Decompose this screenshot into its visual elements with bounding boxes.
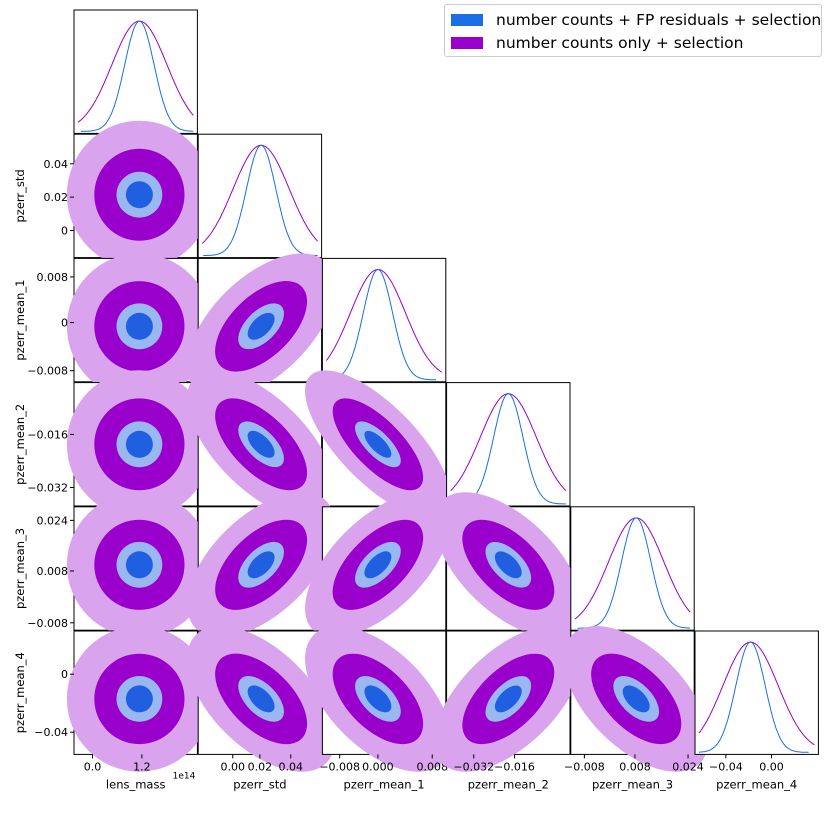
- y-axis-label-pzerr_mean_2: pzerr_mean_2: [13, 404, 27, 485]
- x-tick-label: −0.008: [319, 760, 360, 773]
- marginal-curve-fp: [80, 20, 194, 132]
- panel-pzerr_mean_4-vs-pzerr_mean_1: −0.008 0.000 0.008 pzerr_mean_1: [305, 626, 451, 791]
- marginal-curve-fp: [698, 641, 809, 753]
- panel-lens_mass-vs-lens_mass: [73, 9, 198, 134]
- x-tick-label: 0.008: [416, 760, 448, 773]
- contour-68-fp: [622, 685, 650, 713]
- panel-pzerr_mean_3-vs-pzerr_mean_1: [305, 492, 451, 638]
- panel-pzerr_std-vs-pzerr_std: [197, 133, 323, 259]
- x-tick-label: −0.008: [564, 760, 605, 773]
- contour-68-fp: [125, 430, 153, 458]
- legend: number counts + FP residuals + selection…: [444, 4, 822, 57]
- contour-68-fp: [364, 685, 392, 713]
- x-axis-label-pzerr_mean_2: pzerr_mean_2: [468, 777, 549, 791]
- x-axis-label-lens_mass: lens_mass: [106, 777, 166, 791]
- marginal-curve-counts: [574, 517, 691, 620]
- y-tick-label: −0.008: [27, 617, 68, 630]
- x-tick-label: 0.02: [248, 760, 273, 773]
- y-tick-label: 0: [61, 224, 68, 237]
- y-axis-label-pzerr_std: pzerr_std: [13, 169, 27, 222]
- x-tick-label: 0.024: [672, 760, 704, 773]
- contour-68-fp: [494, 685, 522, 713]
- contour-68-fp: [125, 312, 153, 340]
- contour-68-fp: [494, 551, 522, 579]
- panel-pzerr_mean_3-vs-pzerr_std: [187, 492, 336, 638]
- panel-pzerr_mean_2-vs-pzerr_mean_2: [446, 382, 571, 507]
- panel-pzerr_mean_2-vs-pzerr_std: [187, 370, 336, 519]
- panel-pzerr_mean_3-vs-pzerr_mean_2: [434, 492, 583, 638]
- y-tick-label: 0: [61, 317, 68, 330]
- panel-frame: [73, 9, 198, 134]
- marginal-curve-fp: [577, 517, 691, 629]
- x-axis-label-pzerr_mean_4: pzerr_mean_4: [716, 777, 797, 791]
- contour-68-fp: [125, 181, 153, 209]
- panel-frame: [694, 630, 819, 755]
- x-tick-label: 0.008: [619, 760, 651, 773]
- contour-68-fp: [247, 430, 275, 458]
- y-tick-label: 0.04: [44, 158, 69, 171]
- contour-68-fp: [364, 551, 392, 579]
- panel-frame: [570, 506, 695, 631]
- contour-68-fp: [247, 551, 275, 579]
- contour-68-fp: [247, 312, 275, 340]
- contour-68-fp: [247, 685, 275, 713]
- y-tick-label: 0: [61, 668, 68, 681]
- panel-frame: [197, 133, 323, 259]
- panel-pzerr_mean_4-vs-pzerr_mean_4: −0.04 0.00 pzerr_mean_4: [694, 630, 819, 791]
- contour-68-fp: [125, 685, 153, 713]
- y-axis-label-pzerr_mean_3: pzerr_mean_3: [13, 528, 27, 609]
- panel-pzerr_mean_4-vs-pzerr_mean_3: −0.008 0.008 0.024 pzerr_mean_3: [563, 626, 709, 791]
- y-tick-label: 0.008: [37, 565, 69, 578]
- x-tick-label: 0.0: [84, 760, 102, 773]
- y-tick-label: 0.024: [37, 514, 69, 527]
- marginal-curve-fp: [203, 144, 318, 257]
- x-axis-label-pzerr_mean_3: pzerr_mean_3: [592, 777, 673, 791]
- panel-pzerr_mean_1-vs-pzerr_mean_1: [321, 257, 447, 383]
- marginal-curve-fp: [326, 268, 437, 381]
- y-tick-label: 0.008: [37, 271, 69, 284]
- y-axis-label-pzerr_mean_1: pzerr_mean_1: [13, 280, 27, 361]
- y-tick-label: −0.016: [27, 428, 68, 441]
- x-tick-label: −0.032: [453, 760, 494, 773]
- x-axis-label-pzerr_mean_1: pzerr_mean_1: [344, 777, 425, 791]
- contour-68-fp: [364, 430, 392, 458]
- x-tick-label: 0.00: [221, 760, 246, 773]
- legend-label-fp: number counts + FP residuals + selection: [496, 11, 822, 29]
- legend-label-counts: number counts only + selection: [496, 34, 744, 52]
- x-axis-label-pzerr_std: pzerr_std: [233, 777, 286, 791]
- x-tick-label: 1.2: [133, 760, 151, 773]
- legend-swatch-counts: [451, 37, 483, 49]
- x-tick-label: 0.00: [759, 760, 784, 773]
- panel-frame: [446, 382, 571, 507]
- y-axis-label-pzerr_mean_4: pzerr_mean_4: [13, 652, 27, 733]
- legend-entry-fp: number counts + FP residuals + selection: [451, 9, 821, 31]
- panel-frame: [321, 257, 447, 383]
- x-tick-label: 0.04: [279, 760, 304, 773]
- legend-entry-counts: number counts only + selection: [451, 32, 743, 54]
- y-tick-label: −0.032: [27, 481, 68, 494]
- y-tick-label: 0.02: [44, 191, 69, 204]
- legend-swatch-fp: [451, 14, 483, 26]
- x-tick-label: −0.04: [709, 760, 743, 773]
- panel-pzerr_mean_4-vs-pzerr_std: 0.00 0.02 0.04 pzerr_std: [187, 626, 336, 791]
- panel-pzerr_mean_4-vs-lens_mass: 0.0 1.2 lens_mass 1e14 0 −0.04 pzerr_mean_4: [13, 626, 212, 791]
- panel-pzerr_std-vs-lens_mass: 0.04 0.02 0 pzerr_std: [13, 120, 212, 269]
- panel-pzerr_mean_3-vs-pzerr_mean_3: [570, 506, 695, 631]
- y-tick-label: −0.008: [27, 365, 68, 378]
- panel-pzerr_mean_2-vs-pzerr_mean_1: [305, 370, 451, 519]
- x-offset-text: 1e14: [173, 771, 196, 781]
- marginal-curve-counts: [326, 269, 443, 373]
- contour-68-fp: [125, 551, 153, 579]
- panel-pzerr_mean_4-vs-pzerr_mean_2: −0.032 −0.016 pzerr_mean_2: [434, 626, 583, 791]
- x-tick-label: −0.016: [494, 760, 535, 773]
- y-tick-label: −0.04: [34, 726, 68, 739]
- marginal-curve-counts: [698, 641, 815, 746]
- marginal-curve-counts: [77, 20, 194, 123]
- x-tick-label: 0.000: [362, 760, 394, 773]
- panel-pzerr_mean_1-vs-pzerr_std: [187, 253, 336, 400]
